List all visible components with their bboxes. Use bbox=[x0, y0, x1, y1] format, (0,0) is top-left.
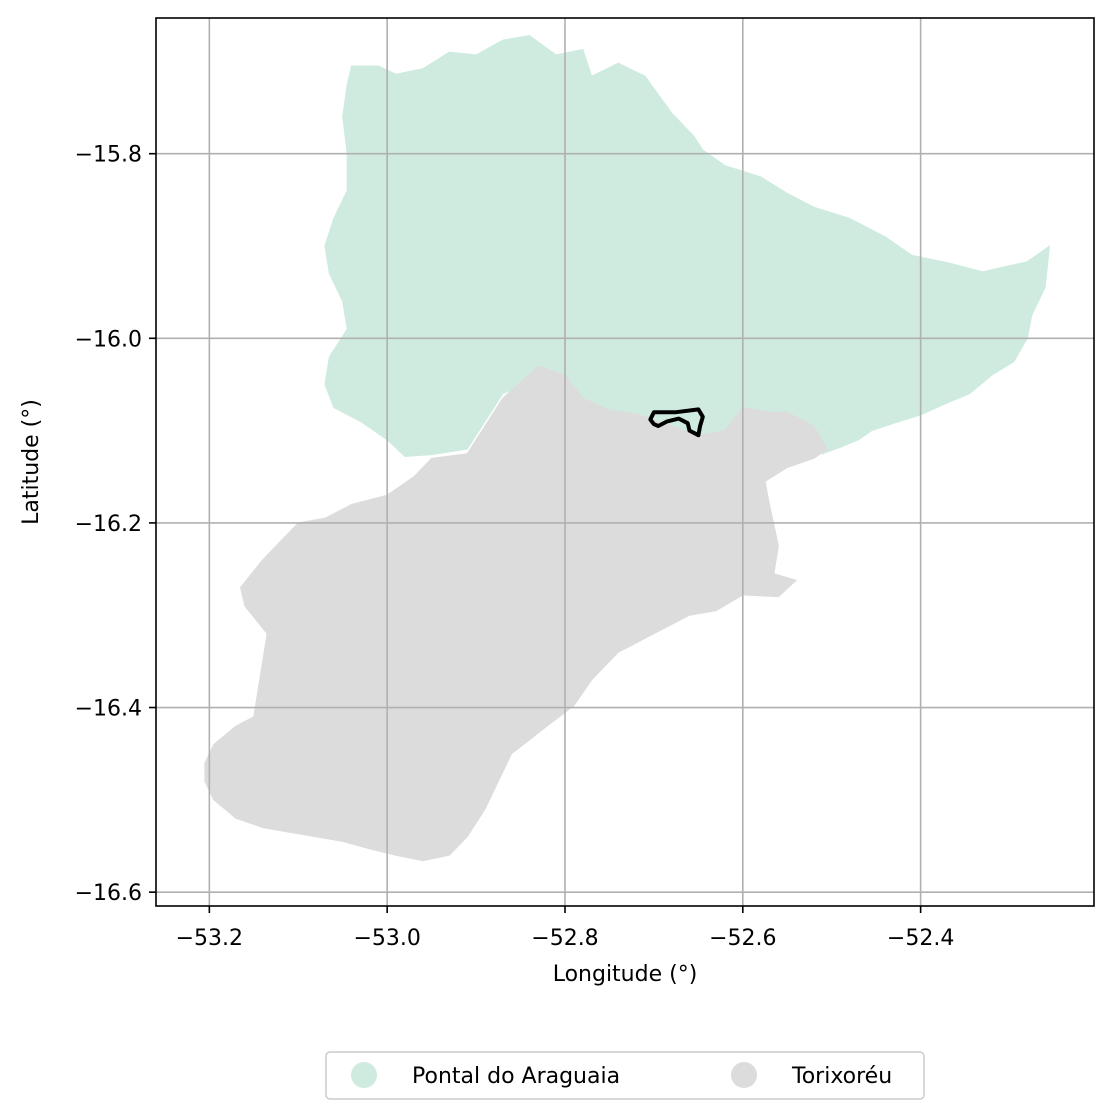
x-axis-ticks: −53.2 −53.0 −52.8 −52.6 −52.4 bbox=[176, 906, 954, 951]
y-tick-label: −16.6 bbox=[75, 881, 142, 906]
legend-label-torixoreu: Torixoréu bbox=[791, 1064, 892, 1089]
regions-layer bbox=[204, 34, 1051, 862]
x-tick-label: −52.4 bbox=[887, 926, 954, 951]
legend: Pontal do Araguaia Torixoréu bbox=[325, 1051, 925, 1100]
y-axis-label: Latitude (°) bbox=[19, 399, 44, 525]
legend-label-pontal-do-araguaia: Pontal do Araguaia bbox=[412, 1064, 620, 1089]
region-pontal-do-araguaia bbox=[324, 34, 1051, 458]
legend-marker-torixoreu bbox=[731, 1062, 757, 1088]
y-tick-label: −16.4 bbox=[75, 697, 142, 722]
x-axis-label: Longitude (°) bbox=[553, 962, 698, 987]
y-tick-label: −16.2 bbox=[75, 512, 142, 537]
legend-marker-pontal-do-araguaia bbox=[351, 1062, 377, 1088]
region-torixoreu bbox=[204, 365, 828, 862]
x-tick-label: −53.0 bbox=[353, 926, 420, 951]
y-tick-label: −16.0 bbox=[75, 327, 142, 352]
study-area-outline bbox=[648, 407, 705, 438]
x-tick-label: −52.6 bbox=[709, 926, 776, 951]
y-tick-label: −15.8 bbox=[75, 143, 142, 168]
grid-layer bbox=[156, 18, 1094, 906]
x-tick-label: −53.2 bbox=[176, 926, 243, 951]
legend-box bbox=[325, 1051, 925, 1100]
study-area-layer bbox=[648, 407, 705, 438]
y-axis-ticks: −15.8 −16.0 −16.2 −16.4 −16.6 bbox=[75, 143, 156, 906]
x-tick-label: −52.8 bbox=[531, 926, 598, 951]
plot-frame bbox=[155, 17, 1095, 907]
